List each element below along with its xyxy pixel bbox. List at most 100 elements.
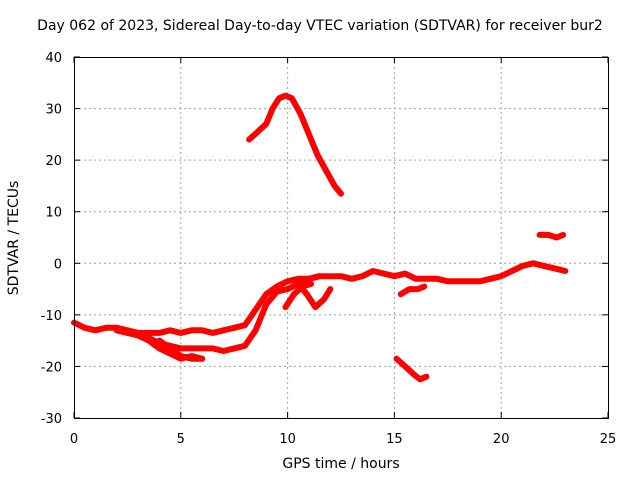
data-point	[210, 345, 216, 351]
y-tick-label: 40	[45, 51, 62, 66]
data-point	[82, 325, 88, 331]
data-point	[285, 278, 291, 284]
data-point	[221, 327, 226, 333]
data-point	[402, 363, 408, 369]
data-point	[530, 260, 536, 266]
data-point	[156, 330, 162, 336]
data-point	[276, 95, 282, 101]
data-point	[221, 348, 226, 354]
data-point	[231, 325, 237, 331]
data-point	[283, 304, 288, 310]
data-point	[332, 183, 338, 189]
data-point	[537, 232, 543, 238]
tick-labels: 0 5 10 15 20 25 -30 -20 -10 0 10 20 30 40	[41, 51, 617, 447]
y-tick-label: -20	[41, 360, 62, 375]
plot-frame	[74, 57, 609, 419]
chart-title: Day 062 of 2023, Sidereal Day-to-day VTE…	[37, 18, 603, 34]
x-tick-label: 5	[177, 432, 185, 447]
series-track-7	[282, 280, 315, 311]
data-point	[445, 278, 451, 284]
x-tick-label: 25	[600, 432, 617, 447]
data-point	[199, 356, 205, 362]
data-point	[297, 111, 303, 117]
data-point	[274, 284, 280, 289]
data-point	[300, 284, 306, 289]
data-point	[477, 278, 483, 284]
data-point	[156, 345, 162, 351]
data-point	[323, 168, 329, 173]
data-point	[199, 327, 205, 333]
x-axis-label: GPS time / hours	[282, 456, 400, 472]
data-point	[545, 232, 551, 238]
data-point	[338, 191, 344, 197]
data-point	[394, 356, 399, 362]
data-point	[255, 129, 261, 135]
data-point	[327, 273, 333, 279]
data-point	[246, 137, 252, 142]
data-point	[359, 273, 365, 279]
data-point	[381, 271, 387, 277]
data-point	[285, 286, 291, 292]
data-point	[488, 276, 493, 282]
data-point	[456, 278, 461, 284]
series-track-9	[393, 355, 430, 383]
data-point	[317, 273, 323, 279]
data-point	[421, 284, 427, 289]
data-point	[253, 327, 259, 333]
data-point	[253, 307, 259, 313]
data-point	[398, 291, 404, 297]
x-tick-label: 15	[386, 432, 403, 447]
series-track-8	[397, 283, 428, 298]
data-point	[92, 327, 98, 333]
data-point	[210, 330, 216, 336]
data-point	[498, 273, 504, 279]
y-tick-label: -10	[41, 309, 62, 324]
data-point	[242, 343, 248, 349]
data-point	[189, 327, 194, 333]
data-point	[189, 356, 194, 362]
data-point	[541, 263, 547, 269]
data-point	[417, 376, 423, 382]
data-point	[415, 286, 421, 292]
data-point	[411, 371, 417, 377]
data-point	[263, 291, 269, 297]
data-point	[327, 286, 333, 292]
data-point	[178, 330, 184, 336]
data-point	[466, 278, 472, 284]
data-point	[338, 273, 344, 279]
data-point	[270, 106, 276, 112]
data-point	[562, 268, 568, 274]
data-point	[370, 268, 376, 274]
data-point	[189, 345, 194, 351]
data-point	[146, 330, 152, 336]
y-tick-label: -30	[41, 412, 62, 427]
data-point	[124, 330, 130, 336]
data-point	[402, 271, 408, 277]
data-point	[263, 121, 269, 127]
data-point	[291, 291, 297, 297]
data-point	[509, 268, 515, 274]
data-point	[315, 152, 320, 158]
y-tick-label: 0	[54, 257, 62, 272]
data-point	[178, 353, 184, 359]
data-point	[413, 276, 419, 282]
data-point	[321, 296, 327, 302]
data-point	[552, 265, 558, 271]
y-tick-label: 10	[45, 206, 62, 221]
data-point	[306, 131, 312, 137]
data-point	[434, 276, 440, 282]
data-point	[263, 302, 269, 307]
data-point	[312, 304, 318, 310]
data-point	[406, 286, 412, 292]
data-point	[199, 345, 205, 351]
y-tick-label: 30	[45, 103, 62, 118]
series-track-10	[536, 231, 567, 241]
y-axis-label: SDTVAR / TECUs	[6, 180, 22, 296]
data-point	[306, 276, 312, 282]
data-point	[308, 281, 314, 287]
data-point	[103, 325, 109, 331]
y-tick-label: 20	[45, 154, 62, 169]
data-point	[283, 93, 288, 99]
data-point	[135, 333, 141, 338]
